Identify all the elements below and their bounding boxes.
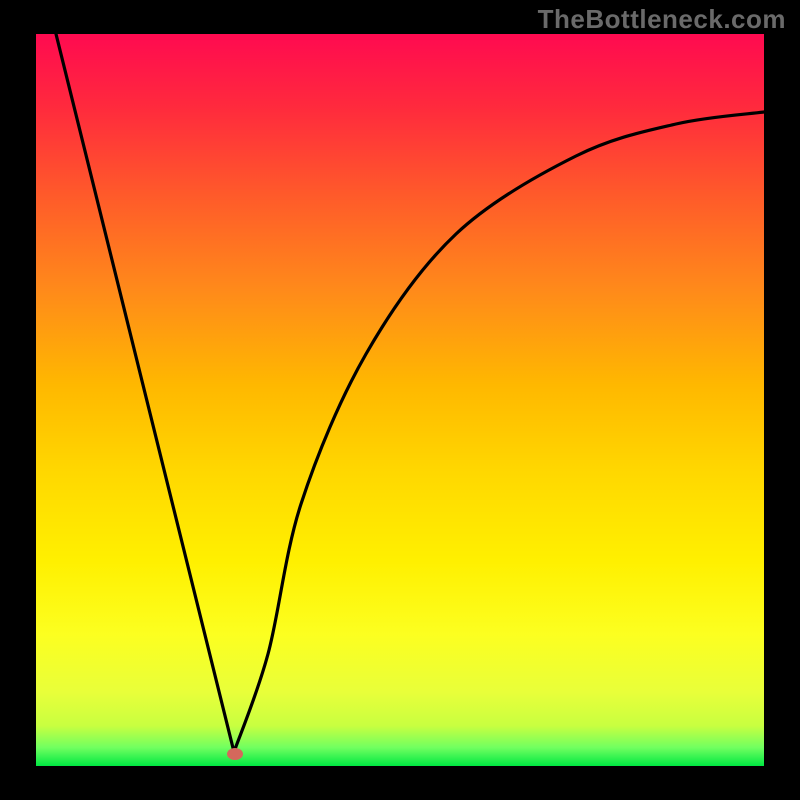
plot-area	[36, 34, 764, 766]
minimum-marker	[227, 748, 243, 760]
chart-svg	[36, 34, 764, 766]
watermark-text: TheBottleneck.com	[538, 4, 786, 35]
